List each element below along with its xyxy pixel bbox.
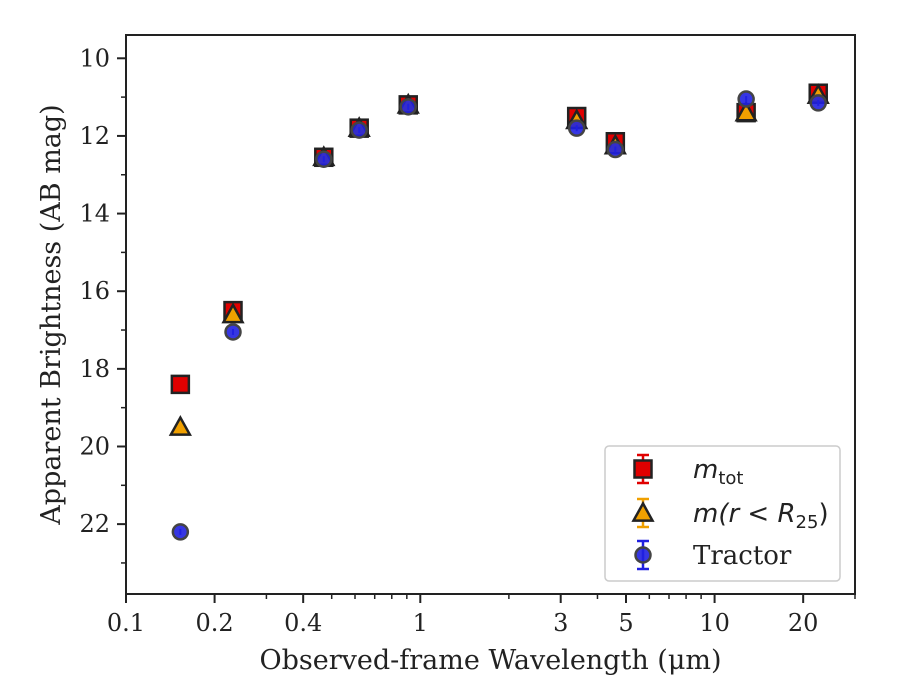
x-tick-label: 0.1 [107, 609, 145, 637]
legend-label: Tractor [693, 541, 792, 571]
data-point [221, 302, 245, 324]
legend-box [604, 445, 841, 582]
data-point [315, 150, 333, 168]
data-point [171, 523, 190, 541]
legend-symbol [631, 500, 655, 522]
x-tick-label: 20 [788, 609, 819, 637]
y-tick-label: 20 [79, 432, 110, 460]
data-point [737, 90, 755, 108]
data-point [809, 94, 827, 112]
data-point [350, 121, 368, 139]
legend-symbol [633, 459, 653, 479]
x-tick-label: 1 [413, 609, 428, 637]
legend: mtot m(r < R25) Tractor [604, 445, 841, 582]
data-point [606, 140, 625, 159]
x-tick-label: 3 [553, 609, 568, 637]
legend-label: m(r < R25) [693, 499, 829, 533]
data-point [567, 119, 586, 137]
x-axis: 0.1 0.2 0.4 1 3 5 10 20 [107, 594, 856, 637]
data-point [399, 98, 417, 116]
legend-marker [633, 453, 653, 485]
data-point [224, 323, 242, 341]
y-tick-label: 10 [79, 44, 110, 72]
legend-marker [631, 497, 655, 529]
series-circle [171, 90, 827, 541]
y-axis-label: Apparent Brightness (AB mag) [36, 104, 67, 525]
y-tick-label: 16 [79, 277, 110, 305]
plot-frame [125, 34, 856, 595]
x-axis-label: Observed-frame Wavelength (μm) [259, 645, 721, 676]
x-tick-label: 5 [618, 609, 633, 637]
y-tick-label: 18 [79, 355, 110, 383]
y-tick-label: 14 [79, 200, 110, 228]
legend-marker [634, 539, 652, 571]
x-tick-label: 0.2 [196, 609, 234, 637]
data-point [168, 415, 192, 436]
x-tick-label: 0.4 [284, 609, 322, 637]
y-tick-label: 12 [79, 122, 110, 150]
plot-marks [168, 83, 830, 541]
x-tick-label: 10 [699, 609, 730, 637]
y-axis: 10 12 14 16 18 20 22 [79, 44, 126, 564]
legend-symbol [634, 546, 652, 564]
data-point [734, 100, 758, 122]
y-tick-label: 22 [79, 510, 110, 538]
data-point [170, 374, 191, 395]
legend-label: mtot [693, 455, 743, 489]
